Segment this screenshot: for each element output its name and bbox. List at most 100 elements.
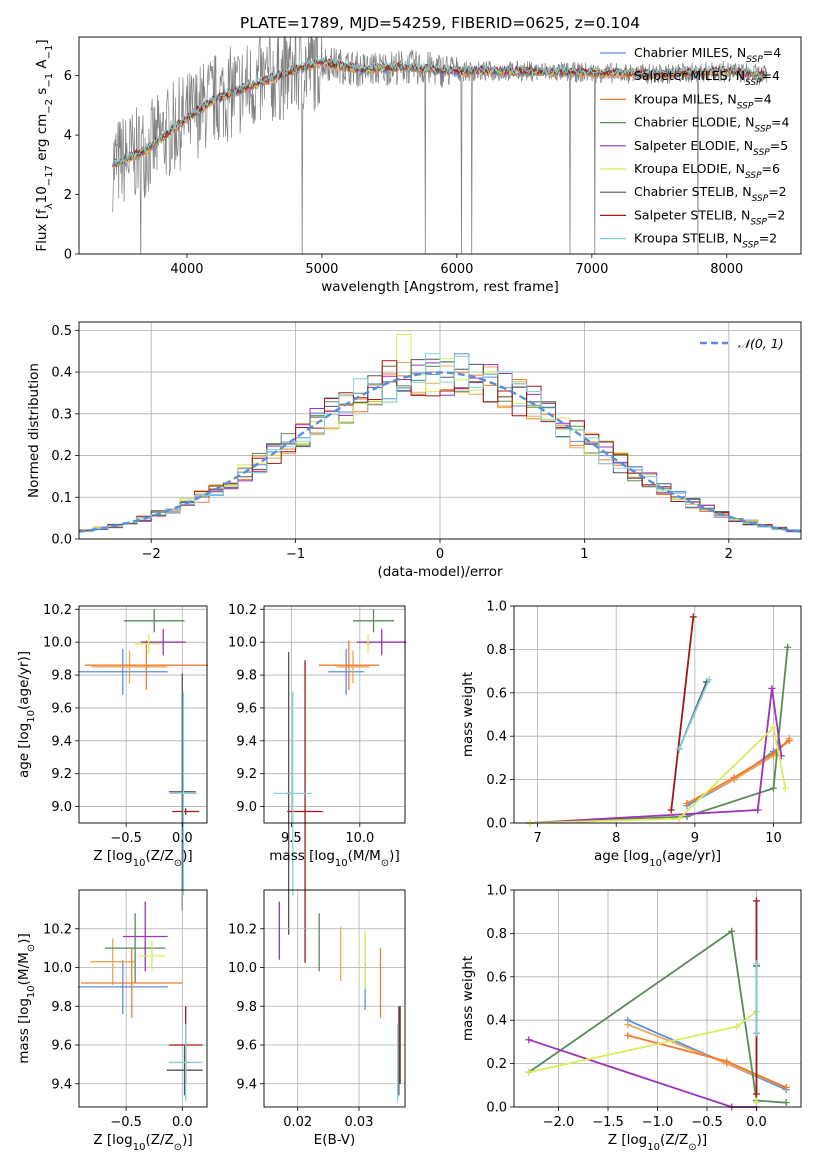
errorbar-kroupa-elodie [365, 633, 371, 654]
legend-nssp: =4 [771, 115, 789, 130]
x-axis-label: Z [log10(Z/Z⊙)] [93, 1132, 192, 1153]
errorbar-chabrier-stelib [168, 673, 196, 911]
legend-nssp: =4 [762, 68, 780, 83]
legend-sub: SSP [754, 125, 771, 135]
y-tick-label: 9.4 [236, 1077, 257, 1092]
x-tick-label: −1.5 [592, 1115, 624, 1130]
label-part: 10 [649, 858, 662, 869]
line-salpeter-elodie [528, 1038, 757, 1108]
label-part: (M/M [348, 848, 381, 864]
label-part: Z [log [93, 848, 132, 864]
y-tick-label: 10.2 [228, 922, 257, 937]
errorbar-kroupa-miles [318, 640, 379, 690]
label-part: age [log [16, 723, 32, 778]
age_vs_Z-panel: −0.5 0.09.09.29.49.69.810.010.2Z [log10(Z… [16, 603, 209, 911]
label-part: 10 [647, 1142, 660, 1153]
label-part: )] [697, 1132, 708, 1148]
x-tick-label: 0 [436, 547, 444, 562]
marker-kroupa-miles [624, 1031, 632, 1039]
x-tick-label: 8000 [710, 262, 743, 277]
legend-text: Chabrier STELIB, N [634, 184, 752, 199]
marker-salpeter-elodie [768, 684, 776, 692]
x-tick-label: 10.0 [345, 831, 374, 846]
legend-entry: Chabrier STELIB, NSSP=2 [634, 184, 787, 204]
label-part: 10 [26, 985, 37, 998]
label-part: Flux [f [34, 208, 50, 252]
label-part: erg cm [34, 114, 50, 165]
label-part: λ [44, 203, 55, 209]
y-axis-label: Flux [fλ10−17 erg cm−2 s−1 A−1] [34, 39, 55, 251]
y-tick-label: 0.1 [51, 491, 72, 506]
y-tick-label: 0.8 [486, 643, 507, 658]
errorbar-salpeter-miles [90, 938, 136, 985]
y-axis-label: mass [log10(M/M⊙)] [16, 933, 37, 1063]
legend-text: Chabrier MILES, N [634, 45, 746, 60]
legend-sub: SSP [742, 241, 759, 251]
figure-title: PLATE=1789, MJD=54259, FIBERID=0625, z=0… [240, 14, 640, 32]
model-fit-salpeter-stelib [112, 57, 768, 168]
marker-kroupa-elodie [525, 1068, 533, 1076]
axes-frame [263, 605, 406, 824]
legend-nssp: =4 [753, 91, 771, 106]
legend-entry: Salpeter MILES, NSSP=4 [634, 68, 780, 88]
axes-frame [78, 36, 802, 255]
histogram-kroupa-stelib [79, 353, 801, 533]
label-part: 10 [26, 710, 37, 723]
label-part: (age/yr)] [16, 651, 32, 710]
line-chabrier-elodie [528, 929, 787, 1104]
x-tick-label: 0.02 [283, 1115, 312, 1130]
x-tick-label: 6000 [440, 262, 473, 277]
legend-nssp: =2 [759, 231, 777, 246]
label-part: ⊙ [688, 1142, 696, 1153]
x-tick-label: −2.0 [543, 1115, 575, 1130]
y-tick-label: 2 [64, 188, 72, 203]
y-tick-label: 0.4 [51, 366, 72, 381]
x-tick-label: 0.0 [172, 831, 193, 846]
y-tick-label: 9.2 [51, 767, 72, 782]
errorbar-kroupa-miles [84, 640, 209, 690]
x-tick-label: 8 [612, 831, 620, 846]
marker-chabrier-elodie [728, 927, 736, 935]
legend-text: Chabrier ELODIE, N [634, 115, 754, 130]
label-part: Z [log [93, 1132, 132, 1148]
marker-kroupa-miles [730, 773, 738, 781]
y-tick-label: 0.3 [51, 407, 72, 422]
legend-nssp: =2 [768, 184, 786, 199]
errorbar-kroupa-stelib [169, 691, 197, 896]
x-tick-label: −1 [286, 547, 305, 562]
x-tick-label: −0.5 [110, 1115, 142, 1130]
mass_vs_ebv-plot-area [278, 901, 401, 1102]
age_vs_Z-plot-area [77, 609, 209, 911]
residuals-panel: −2 −1 0 1 2 0.0 0.1 0.2 0.3 0.4 0.5 (data-model)/er… [26, 321, 802, 580]
y-tick-label: 0.4 [486, 1014, 507, 1029]
x-tick-label: −1.0 [642, 1115, 674, 1130]
y-tick-label: 9.8 [236, 1000, 257, 1015]
label-part: 10 [335, 858, 348, 869]
line-chabrier-elodie [529, 647, 789, 824]
x-tick-label: 0.0 [746, 1115, 767, 1130]
label-part: mass [log [269, 848, 335, 864]
y-tick-label: 9.0 [51, 800, 72, 815]
label-part: )] [16, 933, 32, 944]
x-axis-label: age [log10(age/yr)] [594, 848, 721, 869]
legend-nssp: =5 [770, 138, 788, 153]
x-axis-label: Z [log10(Z/Z⊙)] [93, 848, 192, 869]
errorbar-kroupa-elodie [135, 633, 163, 654]
label-part: mass [log [16, 998, 32, 1064]
y-tick-label: 0 [64, 248, 72, 263]
x-tick-label: 0.03 [345, 1115, 374, 1130]
errorbar-chabrier-miles [328, 648, 364, 695]
x-tick-label: 9.5 [281, 831, 302, 846]
label-part: −1 [44, 73, 55, 88]
label-part: ⊙ [26, 944, 37, 952]
marker-chabrier-elodie [782, 1099, 790, 1107]
y-axis-label: mass weight [460, 672, 476, 757]
label-part: Z [log [608, 1132, 647, 1148]
label-part: (Z/Z [145, 1132, 173, 1148]
spectrum-plot-area [112, 37, 768, 254]
massweight_vs_Z-plot-area [525, 897, 790, 1111]
y-tick-label: 0.0 [486, 817, 507, 832]
marker-chabrier-elodie [769, 784, 777, 792]
